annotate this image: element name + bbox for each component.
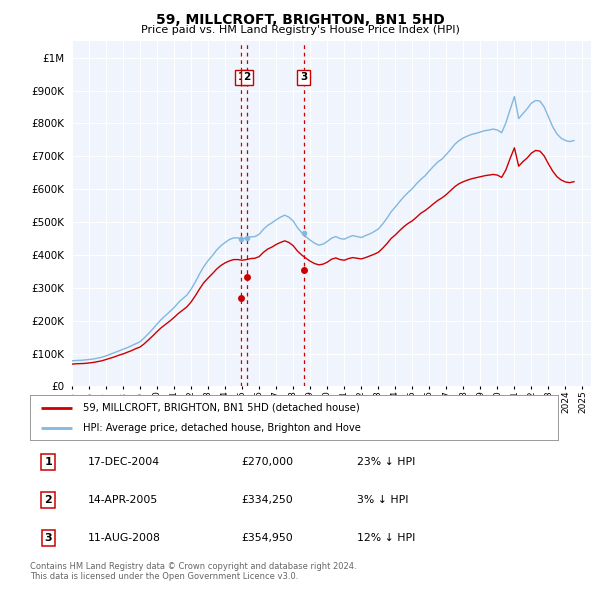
Text: Contains HM Land Registry data © Crown copyright and database right 2024.: Contains HM Land Registry data © Crown c… [30,562,356,571]
Text: 14-APR-2005: 14-APR-2005 [88,495,158,505]
Text: 17-DEC-2004: 17-DEC-2004 [88,457,160,467]
Text: This data is licensed under the Open Government Licence v3.0.: This data is licensed under the Open Gov… [30,572,298,581]
Text: 2: 2 [244,73,251,83]
Text: £334,250: £334,250 [241,495,293,505]
Text: 1: 1 [238,73,245,83]
Text: 59, MILLCROFT, BRIGHTON, BN1 5HD: 59, MILLCROFT, BRIGHTON, BN1 5HD [155,13,445,27]
Text: Price paid vs. HM Land Registry's House Price Index (HPI): Price paid vs. HM Land Registry's House … [140,25,460,35]
Text: £354,950: £354,950 [241,533,293,543]
Text: £270,000: £270,000 [241,457,293,467]
Text: 12% ↓ HPI: 12% ↓ HPI [358,533,416,543]
Text: HPI: Average price, detached house, Brighton and Hove: HPI: Average price, detached house, Brig… [83,424,361,434]
Text: 11-AUG-2008: 11-AUG-2008 [88,533,161,543]
Text: 2: 2 [44,495,52,505]
Text: 23% ↓ HPI: 23% ↓ HPI [358,457,416,467]
Text: 3% ↓ HPI: 3% ↓ HPI [358,495,409,505]
Text: 3: 3 [300,73,307,83]
Text: 3: 3 [44,533,52,543]
Text: 59, MILLCROFT, BRIGHTON, BN1 5HD (detached house): 59, MILLCROFT, BRIGHTON, BN1 5HD (detach… [83,403,359,412]
Text: 1: 1 [44,457,52,467]
